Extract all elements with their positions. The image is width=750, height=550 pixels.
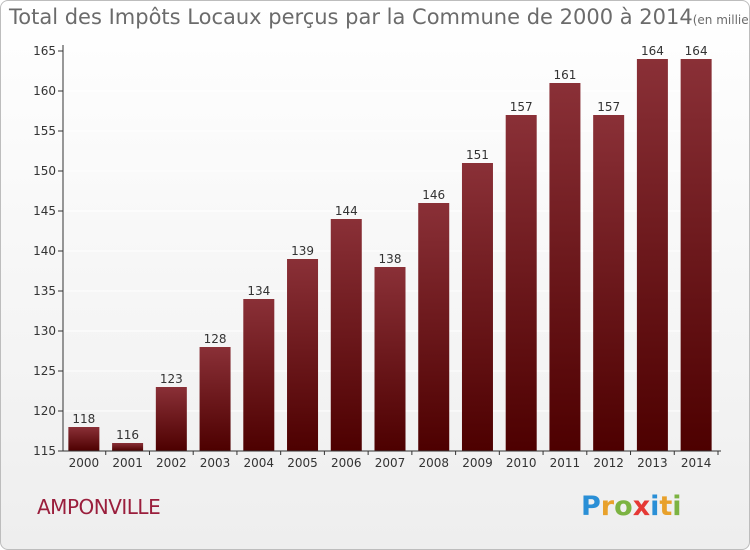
commune-name: AMPONVILLE (37, 495, 161, 519)
y-tick-label: 135 (33, 284, 56, 298)
x-tick-label: 2013 (637, 456, 668, 470)
bar (461, 163, 493, 451)
x-tick-label: 2008 (418, 456, 449, 470)
bar (374, 267, 406, 451)
y-tick-label: 125 (33, 364, 56, 378)
labels: 115 120 125 130 135 140 145 150 155 160 165 118 2000… (33, 44, 711, 470)
y-tick-label: 120 (33, 404, 56, 418)
bar (549, 83, 581, 451)
logo-letter: t (659, 491, 673, 522)
logo-letter: r (600, 491, 615, 522)
bar (593, 115, 625, 451)
x-tick-label: 2000 (69, 456, 100, 470)
bar (680, 59, 712, 451)
x-tick-label: 2010 (506, 456, 537, 470)
y-tick-label: 165 (33, 44, 56, 58)
y-tick-label: 160 (33, 84, 56, 98)
bar-value-label: 128 (204, 332, 227, 346)
bar (243, 299, 275, 451)
bar (636, 59, 668, 451)
bar-value-label: 139 (291, 244, 314, 258)
logo-letter: o (614, 491, 633, 522)
y-tick-label: 115 (33, 444, 56, 458)
bar (199, 347, 231, 451)
bar-value-label: 144 (335, 204, 358, 218)
x-tick-label: 2004 (244, 456, 275, 470)
bar (418, 203, 450, 451)
bar-value-label: 134 (247, 284, 270, 298)
x-tick-label: 2001 (112, 456, 143, 470)
x-tick-label: 2012 (593, 456, 624, 470)
axes (58, 45, 721, 455)
proxiti-logo[interactable]: Proxiti (581, 491, 682, 522)
x-tick-label: 2006 (331, 456, 362, 470)
y-tick-label: 155 (33, 124, 56, 138)
chart-title-unit: (en milliers d'€) (692, 13, 749, 27)
bar-value-label: 151 (466, 148, 489, 162)
x-tick-label: 2002 (156, 456, 187, 470)
x-tick-label: 2003 (200, 456, 231, 470)
x-tick-label: 2009 (462, 456, 493, 470)
y-tick-label: 140 (33, 244, 56, 258)
x-tick-label: 2014 (681, 456, 712, 470)
chart-title-main: Total des Impôts Locaux perçus par la Co… (9, 5, 693, 29)
x-tick-label: 2007 (375, 456, 406, 470)
bar-value-label: 164 (641, 44, 664, 58)
logo-letter: P (581, 491, 601, 522)
bar (68, 427, 100, 451)
logo-letter: i (650, 491, 660, 522)
bar-value-label: 138 (379, 252, 402, 266)
bar (155, 387, 187, 451)
x-tick-label: 2011 (550, 456, 581, 470)
bar-value-label: 157 (597, 100, 620, 114)
bar-value-label: 116 (116, 428, 139, 442)
y-tick-label: 145 (33, 204, 56, 218)
bar-value-label: 161 (553, 68, 576, 82)
y-tick-label: 150 (33, 164, 56, 178)
bar-value-label: 157 (510, 100, 533, 114)
bar-value-label: 123 (160, 372, 183, 386)
bar (287, 259, 319, 451)
x-tick-label: 2005 (287, 456, 318, 470)
bar-value-label: 164 (685, 44, 708, 58)
y-tick-label: 130 (33, 324, 56, 338)
chart-title: Total des Impôts Locaux perçus par la Co… (9, 5, 749, 29)
logo-letter: i (672, 491, 682, 522)
bar (330, 219, 362, 451)
bar (505, 115, 537, 451)
bar-value-label: 118 (72, 412, 95, 426)
bars (68, 59, 712, 451)
bar-value-label: 146 (422, 188, 445, 202)
bar (112, 443, 144, 451)
logo-letter: x (632, 491, 651, 522)
